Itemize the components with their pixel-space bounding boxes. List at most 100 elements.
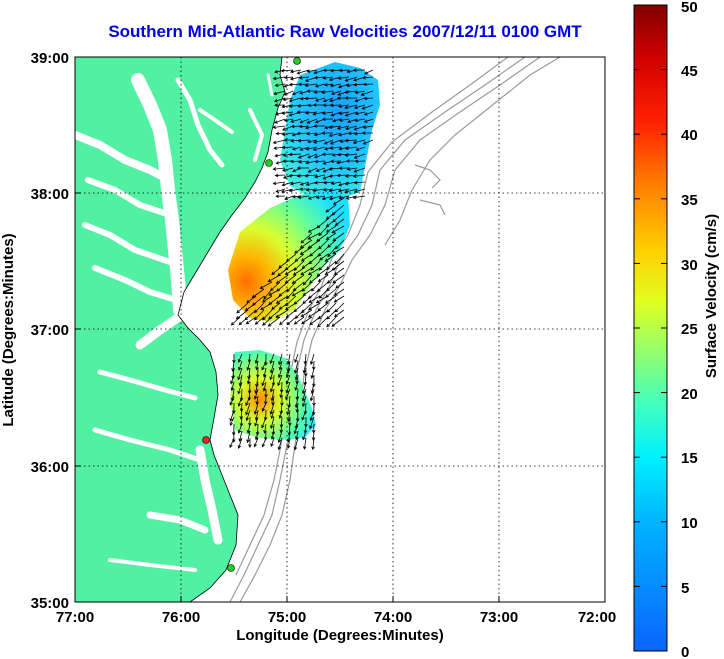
velocity-arrow xyxy=(328,195,342,201)
velocity-arrow xyxy=(291,274,305,284)
velocity-arrow xyxy=(337,188,350,193)
velocity-arrow xyxy=(330,181,342,186)
velocity-arrow xyxy=(307,195,318,200)
velocity-arrow xyxy=(267,316,281,327)
velocity-arrow xyxy=(278,260,289,269)
velocity-arrow xyxy=(334,218,345,226)
velocity-arrow xyxy=(286,437,291,449)
velocity-arrow xyxy=(268,288,281,296)
y-tick-label: 35:00 xyxy=(31,595,69,612)
velocity-arrow xyxy=(322,97,334,103)
velocity-arrow xyxy=(280,68,294,73)
velocity-arrow xyxy=(253,388,259,400)
velocity-arrow xyxy=(301,388,307,402)
velocity-arrow xyxy=(334,288,345,296)
velocity-arrow xyxy=(246,295,257,304)
velocity-arrow xyxy=(306,118,318,124)
velocity-arrow xyxy=(336,125,350,130)
velocity-arrow xyxy=(334,253,345,265)
velocity-arrow xyxy=(315,295,329,304)
velocity-arrow xyxy=(263,288,273,300)
velocity-arrow xyxy=(334,239,345,250)
velocity-arrow xyxy=(262,316,273,326)
velocity-arrow xyxy=(289,76,302,81)
velocity-arrow xyxy=(337,76,350,80)
velocity-arrow xyxy=(293,360,299,374)
velocity-arrow xyxy=(284,195,294,200)
velocity-arrow xyxy=(321,117,334,122)
velocity-arrow xyxy=(246,360,251,371)
colorbar-tick-label: 45 xyxy=(681,63,698,80)
velocity-arrow xyxy=(277,367,283,379)
velocity-arrow xyxy=(284,302,297,310)
y-tick-label: 39:00 xyxy=(31,50,69,67)
velocity-arrow xyxy=(229,409,235,422)
velocity-arrow xyxy=(352,174,366,178)
velocity-arrow xyxy=(314,180,326,185)
x-tick-label: 76:00 xyxy=(162,609,200,626)
velocity-arrow xyxy=(254,316,265,325)
velocity-arrow xyxy=(237,423,243,434)
velocity-arrow xyxy=(313,124,326,128)
velocity-arrow xyxy=(274,97,286,103)
colorbar-tick-label: 0 xyxy=(681,644,689,659)
map-grid xyxy=(75,57,605,602)
velocity-arrow xyxy=(238,316,249,326)
velocity-arrow xyxy=(311,281,321,292)
x-tick-label: 72:00 xyxy=(578,609,616,626)
velocity-arrow xyxy=(283,75,294,80)
velocity-arrow xyxy=(352,68,366,72)
velocity-arrow xyxy=(269,353,275,365)
velocity-arrow xyxy=(270,430,275,440)
velocity-arrow xyxy=(308,295,321,303)
colorbar-tick-label: 35 xyxy=(681,192,698,209)
velocity-arrow xyxy=(331,225,345,234)
velocity-arrow xyxy=(239,402,244,412)
velocity-arrow xyxy=(299,181,310,186)
velocity-arrow xyxy=(271,267,281,275)
chesapeake-bay xyxy=(75,73,274,572)
velocity-arrow xyxy=(288,152,302,157)
velocity-arrow xyxy=(344,96,358,100)
velocity-arrow xyxy=(338,195,350,200)
velocity-arrow xyxy=(288,97,302,103)
station-mid xyxy=(265,159,273,167)
velocity-arrow xyxy=(309,388,315,402)
velocity-arrow xyxy=(360,90,374,96)
velocity-arrow xyxy=(321,131,334,135)
velocity-arrow xyxy=(314,174,326,179)
velocity-arrow xyxy=(272,125,286,129)
velocity-arrow xyxy=(245,395,251,407)
velocity-arrow xyxy=(275,194,286,199)
velocity-arrow xyxy=(293,437,299,451)
velocity-arrow xyxy=(315,97,326,102)
velocity-arrow xyxy=(300,253,313,262)
velocity-arrow xyxy=(302,430,307,441)
velocity-arrow xyxy=(313,75,326,80)
velocity-arrow xyxy=(338,166,350,170)
velocity-arrow xyxy=(314,159,326,164)
velocity-arrow xyxy=(318,239,329,250)
velocity-arrow xyxy=(230,381,235,392)
x-tick-label: 74:00 xyxy=(374,609,412,626)
velocity-arrow xyxy=(338,132,350,137)
velocity-arrow xyxy=(297,195,310,199)
velocity-arrow xyxy=(330,111,342,117)
velocity-arrow xyxy=(354,97,366,103)
velocity-arrow xyxy=(283,90,294,96)
velocity-arrow xyxy=(286,316,297,326)
velocity-arrow xyxy=(237,395,243,407)
velocity-arrow xyxy=(354,159,366,164)
velocity-arrow xyxy=(278,409,283,419)
velocity-arrow xyxy=(267,274,281,283)
velocity-arrow xyxy=(274,83,286,87)
velocity-arrow xyxy=(313,139,326,144)
velocity-arrow xyxy=(229,395,235,406)
velocity-arrow xyxy=(272,181,286,186)
velocity-arrow xyxy=(307,309,321,318)
velocity-arrow xyxy=(281,132,294,137)
velocity-arrow xyxy=(237,381,243,395)
velocity-arrow xyxy=(300,232,313,244)
velocity-arrow xyxy=(254,430,259,441)
velocity-arrow xyxy=(309,416,315,430)
